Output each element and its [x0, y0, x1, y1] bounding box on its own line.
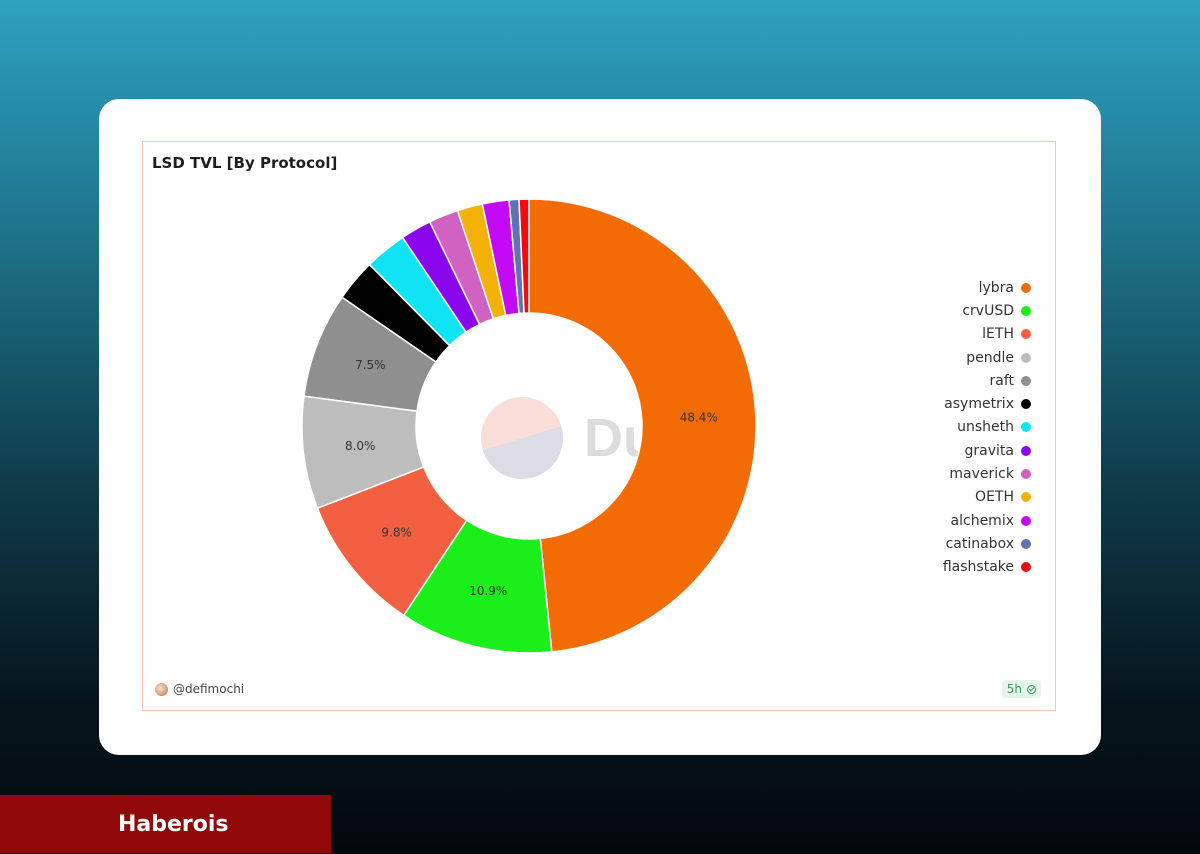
- slice-label-pendle: 8.0%: [345, 439, 376, 453]
- legend-label: alchemix: [950, 512, 1014, 529]
- legend-item-oeth[interactable]: OETH: [943, 486, 1031, 509]
- check-circle-icon: [1027, 684, 1036, 694]
- legend-item-leth[interactable]: lETH: [943, 323, 1031, 346]
- legend-label: lybra: [978, 279, 1014, 296]
- legend-swatch: [1021, 329, 1031, 340]
- legend-swatch: [1021, 492, 1031, 503]
- donut-chart: Dune 48.4%10.9%9.8%8.0%7.5%: [301, 198, 757, 654]
- legend-swatch: [1021, 422, 1031, 433]
- banner-text: Haberois: [118, 811, 229, 837]
- legend-swatch: [1021, 515, 1031, 526]
- legend-label: unsheth: [957, 419, 1014, 436]
- legend-swatch: [1021, 399, 1031, 410]
- legend-label: maverick: [949, 466, 1014, 483]
- slice-label-lybra: 48.4%: [680, 410, 718, 424]
- author-name: @defimochi: [173, 682, 245, 696]
- legend-swatch: [1021, 562, 1031, 573]
- legend-item-pendle[interactable]: pendle: [943, 346, 1031, 369]
- legend-label: OETH: [975, 489, 1014, 506]
- legend-item-asymetrix[interactable]: asymetrix: [943, 392, 1031, 415]
- author-credit[interactable]: @defimochi: [155, 682, 244, 696]
- chart-legend: lybra crvUSD lETH pendle raft asymetrix unshet…: [943, 276, 1031, 579]
- legend-swatch: [1021, 352, 1031, 363]
- chart-panel: LSD TVL [By Protocol] Dune 48.4%10.9%9.8…: [142, 141, 1056, 711]
- legend-swatch: [1021, 282, 1031, 293]
- legend-label: asymetrix: [944, 396, 1014, 413]
- legend-item-lybra[interactable]: lybra: [943, 276, 1031, 299]
- legend-item-gravita[interactable]: gravita: [943, 439, 1031, 462]
- chart-title: LSD TVL [By Protocol]: [152, 154, 338, 172]
- slice-label-raft: 7.5%: [355, 358, 386, 372]
- slice-label-crvusd: 10.9%: [469, 584, 507, 598]
- legend-item-catinabox[interactable]: catinabox: [943, 532, 1031, 555]
- author-avatar: [155, 682, 168, 696]
- dune-logo-bottom-icon: [482, 425, 563, 479]
- legend-item-crvusd[interactable]: crvUSD: [943, 299, 1031, 322]
- legend-swatch: [1021, 445, 1031, 456]
- legend-item-alchemix[interactable]: alchemix: [943, 509, 1031, 532]
- refresh-age: 5h: [1006, 682, 1022, 696]
- legend-swatch: [1021, 538, 1031, 549]
- legend-label: raft: [989, 372, 1014, 389]
- legend-label: catinabox: [945, 535, 1014, 552]
- legend-label: flashstake: [942, 559, 1014, 576]
- slice-flashstake[interactable]: [518, 198, 530, 314]
- legend-swatch: [1021, 375, 1031, 386]
- slice-lybra[interactable]: [528, 198, 757, 653]
- legend-item-flashstake[interactable]: flashstake: [943, 556, 1031, 579]
- slice-label-leth: 9.8%: [381, 526, 412, 540]
- source-banner: Haberois: [0, 795, 331, 853]
- legend-swatch: [1021, 305, 1031, 316]
- legend-label: pendle: [966, 349, 1014, 366]
- legend-item-raft[interactable]: raft: [943, 369, 1031, 392]
- legend-swatch: [1021, 469, 1031, 480]
- legend-label: gravita: [964, 442, 1014, 459]
- legend-item-maverick[interactable]: maverick: [943, 462, 1031, 485]
- dune-logo-top-icon: [481, 396, 562, 451]
- legend-label: lETH: [982, 326, 1014, 343]
- dashboard-card: LSD TVL [By Protocol] Dune 48.4%10.9%9.8…: [99, 99, 1101, 755]
- refresh-badge[interactable]: 5h: [1001, 680, 1041, 698]
- legend-label: crvUSD: [962, 302, 1014, 319]
- legend-item-unsheth[interactable]: unsheth: [943, 416, 1031, 439]
